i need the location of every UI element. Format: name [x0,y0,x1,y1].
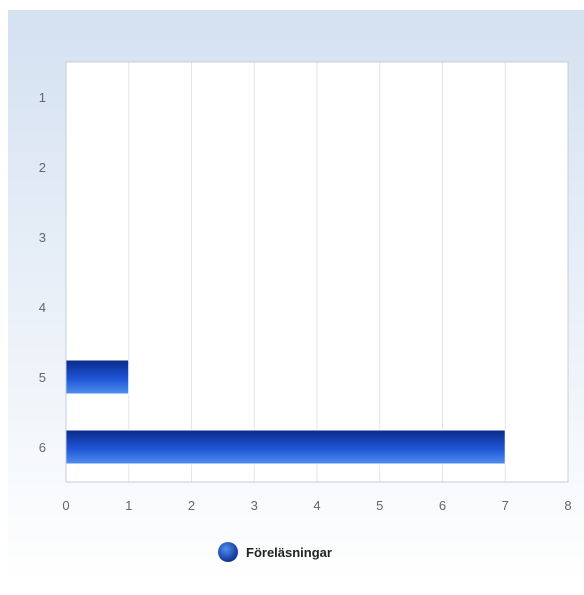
y-tick-label: 4 [39,300,46,315]
chart-container: 1 2 3 4 5 6 0 1 2 3 4 5 6 7 8 Föreläsningar [8,10,584,587]
plot-border [65,61,569,483]
x-tick-label: 5 [376,498,383,513]
y-tick-label: 1 [39,90,46,105]
x-tick-label: 7 [502,498,509,513]
bar-6 [65,429,506,465]
bar-5 [65,359,130,395]
x-tick-labels: 0 1 2 3 4 5 6 7 8 [62,498,571,513]
legend-marker-icon [218,542,238,562]
bar-chart: 1 2 3 4 5 6 0 1 2 3 4 5 6 7 8 Föreläsningar [8,10,584,587]
y-tick-label: 6 [39,440,46,455]
legend-label: Föreläsningar [246,545,332,560]
x-tick-label: 1 [125,498,132,513]
x-tick-label: 0 [62,498,69,513]
axes [65,61,569,483]
legend: Föreläsningar [218,542,332,562]
x-tick-label: 8 [564,498,571,513]
y-tick-labels: 1 2 3 4 5 6 [39,90,46,455]
y-tick-label: 2 [39,160,46,175]
x-tick-label: 6 [439,498,446,513]
x-tick-label: 2 [188,498,195,513]
bars [65,359,506,465]
x-tick-label: 3 [251,498,258,513]
grid-lines [65,62,569,482]
x-tick-label: 4 [313,498,320,513]
y-tick-label: 3 [39,230,46,245]
y-tick-label: 5 [39,370,46,385]
